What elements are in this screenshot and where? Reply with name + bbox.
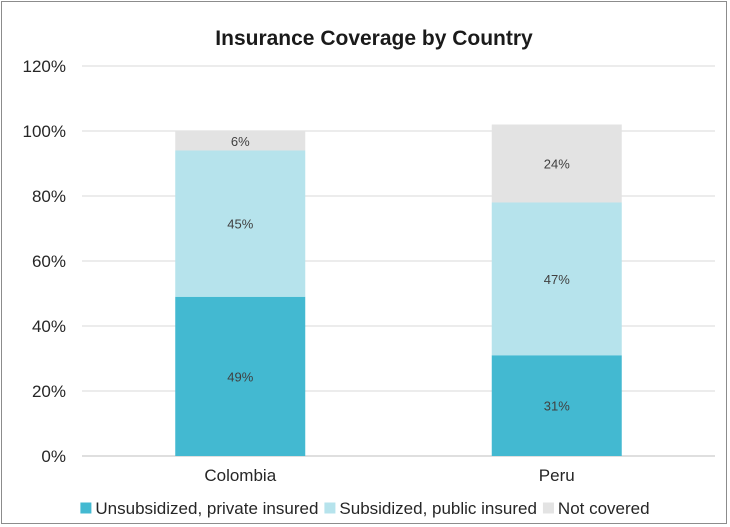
data-labels: 49% 45% 6% 31% 47% 24%: [227, 134, 570, 414]
y-tick-label: 20%: [32, 382, 66, 401]
y-tick-label: 60%: [32, 252, 66, 271]
y-tick-label: 40%: [32, 317, 66, 336]
x-category-label: Colombia: [204, 466, 276, 485]
x-category-label: Peru: [539, 466, 575, 485]
y-tick-label: 100%: [23, 122, 66, 141]
y-axis-ticks: 0% 20% 40% 60% 80% 100% 120%: [23, 57, 66, 466]
legend-label: Not covered: [558, 499, 650, 518]
bar-segment: [175, 150, 306, 297]
bar-segment: [491, 355, 622, 456]
data-label: 24%: [544, 157, 570, 172]
bar-segment: [491, 124, 622, 203]
legend-swatch: [324, 502, 336, 514]
legend: Unsubsidized, private insured Subsidized,…: [80, 499, 650, 518]
y-tick-label: 0%: [41, 447, 66, 466]
legend-label: Subsidized, public insured: [339, 499, 537, 518]
data-label: 31%: [544, 399, 570, 414]
x-axis-categories: Colombia Peru: [204, 466, 574, 485]
bars: [175, 124, 622, 456]
data-label: 49%: [227, 369, 253, 384]
legend-label: Unsubsidized, private insured: [95, 499, 318, 518]
chart-title: Insurance Coverage by Country: [215, 27, 533, 50]
data-label: 6%: [231, 134, 250, 149]
data-label: 47%: [544, 272, 570, 287]
data-label: 45%: [227, 217, 253, 232]
legend-swatch: [542, 502, 554, 514]
y-tick-label: 120%: [23, 57, 66, 76]
bar-segment: [175, 296, 306, 456]
bar-segment: [175, 131, 306, 151]
legend-swatch: [80, 502, 92, 514]
bar-segment: [491, 202, 622, 356]
y-tick-label: 80%: [32, 187, 66, 206]
